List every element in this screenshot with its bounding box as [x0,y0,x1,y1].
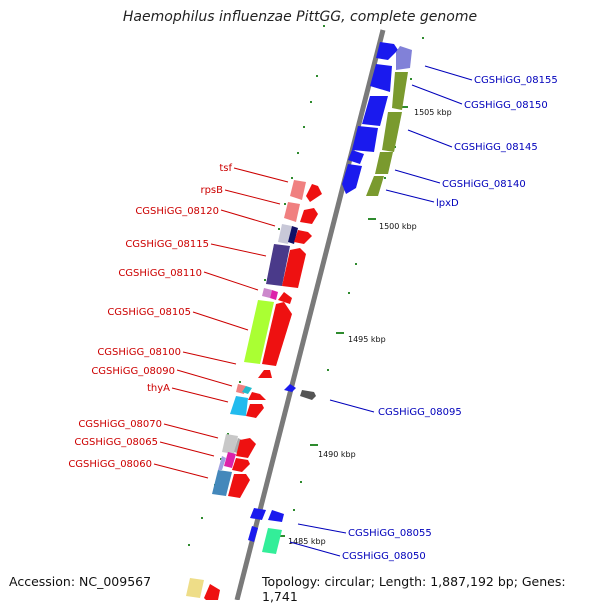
gene-label-right: CGSHiGG_08155 [474,75,558,86]
gene-feature [376,42,398,60]
gene-label-left: CGSHiGG_08105 [107,307,191,318]
scale-label: 1505 kbp [414,108,452,117]
inner-tick-track [277,37,424,537]
left-leader-lines [153,167,289,479]
gene-label-left: CGSHiGG_08060 [68,459,152,470]
scale-label: 1500 kbp [379,222,417,231]
gene-label-left: CGSHiGG_08090 [91,366,175,377]
scale-label: 1495 kbp [348,335,386,344]
gene-label-right: CGSHiGG_08055 [348,528,432,539]
gene-label-left: thyA [147,383,170,394]
gene-label-left: tsf [219,163,232,174]
gene-label-left: CGSHiGG_08120 [135,206,219,217]
outer-tick-track [188,25,325,546]
gene-label-left: CGSHiGG_08115 [125,239,209,250]
gene-features-lower-right [248,384,316,554]
map-title: Haemophilus influenzae PittGG, complete … [122,9,478,25]
gene-label-right: CGSHiGG_08050 [342,551,426,562]
gene-label-left: CGSHiGG_08110 [118,268,202,279]
gene-features-left [186,180,322,600]
gene-label-left: CGSHiGG_08100 [97,347,181,358]
gene-label-left: CGSHiGG_08065 [74,437,158,448]
right-leader-lines [289,65,473,557]
scale-label: 1490 kbp [318,450,356,459]
gene-label-right: CGSHiGG_08095 [378,407,462,418]
gene-features-top-right [342,42,412,196]
genome-backbone [234,29,386,600]
gene-label-right: CGSHiGG_08150 [464,100,548,111]
scale-label: 1485 kbp [288,537,326,546]
gene-label-right: CGSHiGG_08145 [454,142,538,153]
gene-label-left: CGSHiGG_08070 [78,419,162,430]
accession-label: Accession: NC_009567 [9,574,152,589]
gene-label-left: rpsB [200,185,223,196]
gene-label-right: CGSHiGG_08140 [442,179,526,190]
gene-label-right: lpxD [436,198,459,209]
